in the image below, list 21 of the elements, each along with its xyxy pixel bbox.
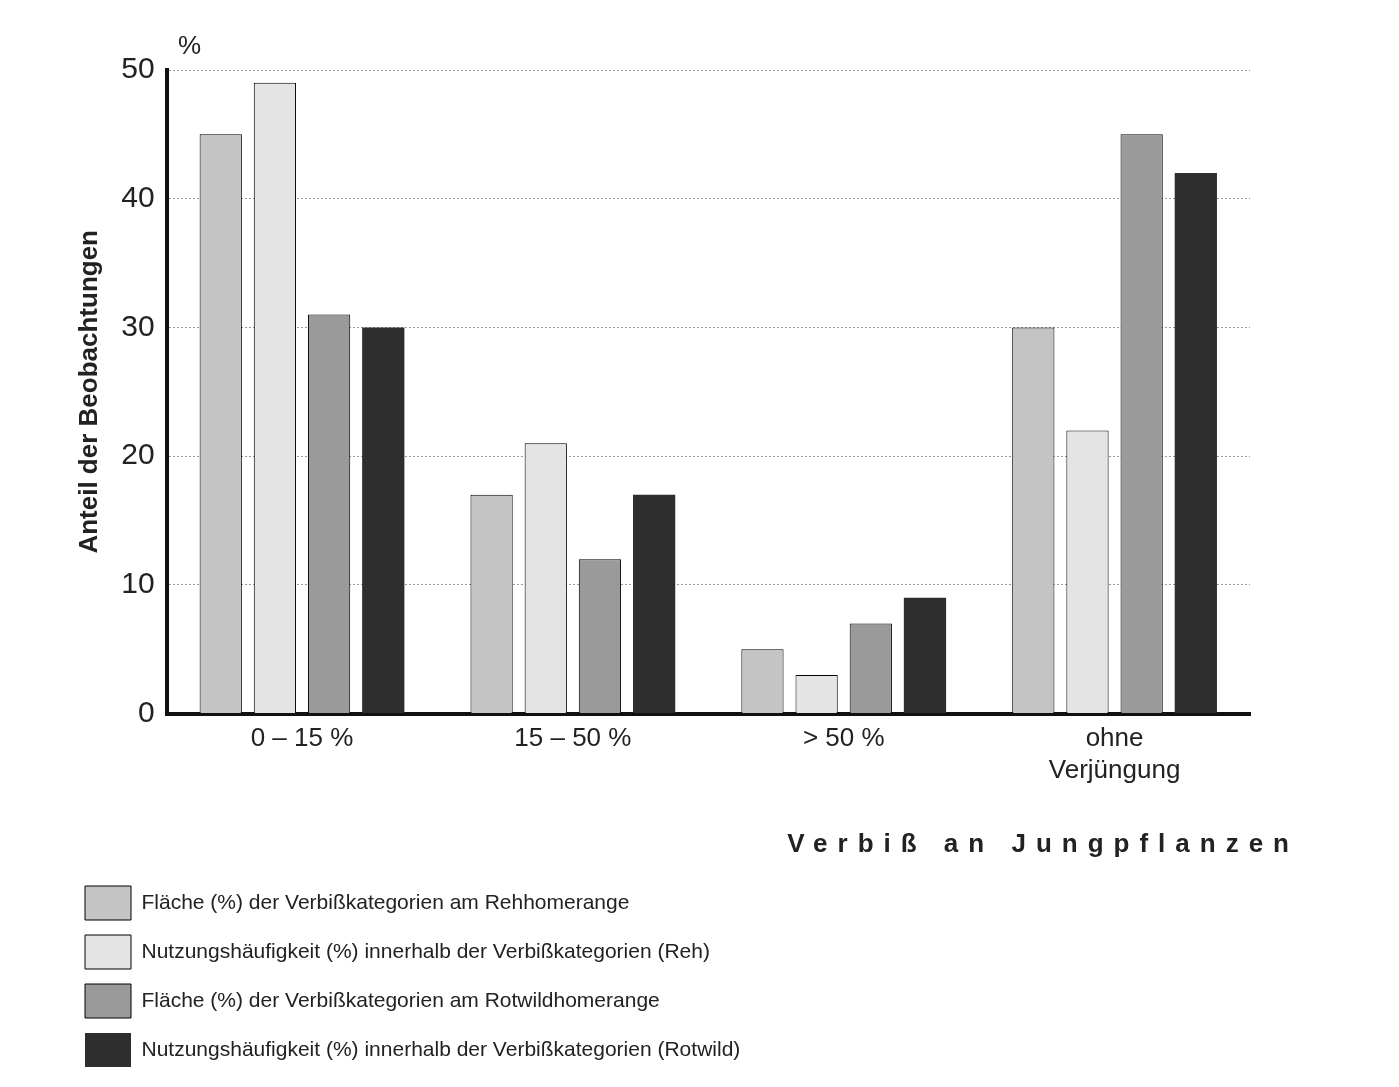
y-tick-label: 0 — [137, 694, 155, 728]
legend-label: Nutzungshäufigkeit (%) innerhalb der Verbißkategorien (Rotwild) — [141, 1036, 741, 1060]
x-tick-label: ohne Verjüngung — [1048, 722, 1181, 784]
legend-label: Nutzungshäufigkeit (%) innerhalb der Verbißkategorien (Reh) — [141, 938, 710, 962]
y-tick-label: 10 — [121, 566, 155, 600]
bar — [1174, 172, 1217, 714]
bar — [362, 327, 405, 714]
y-axis-title: Anteil der Beobachtungen — [72, 230, 103, 554]
bar — [903, 597, 947, 714]
y-tick-label: 40 — [121, 179, 155, 213]
x-axis-title: Verbiß an Jungpflanzen — [787, 828, 1299, 859]
y-tick-label: 30 — [121, 308, 155, 342]
text: % — [178, 30, 202, 61]
legend-label: Fläche (%) der Verbißkategorien am Rotwildhomerange — [141, 987, 660, 1011]
bar — [632, 494, 676, 714]
x-tick-label: > 50 % — [802, 722, 885, 753]
x-tick-label: 0 – 15 % — [250, 722, 354, 753]
y-tick-label: 50 — [121, 51, 155, 85]
y-tick-label: 20 — [121, 437, 155, 471]
x-tick-label: 15 – 50 % — [514, 722, 632, 753]
legend-label: Fläche (%) der Verbißkategorien am Rehhomerange — [141, 889, 630, 913]
